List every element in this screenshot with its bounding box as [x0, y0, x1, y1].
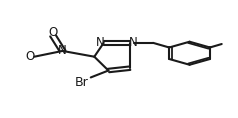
Text: N: N: [129, 36, 138, 49]
Text: O: O: [49, 26, 58, 39]
Text: O: O: [25, 50, 34, 63]
Text: Br: Br: [74, 76, 88, 88]
Text: N: N: [58, 44, 67, 57]
Text: N: N: [96, 36, 104, 49]
